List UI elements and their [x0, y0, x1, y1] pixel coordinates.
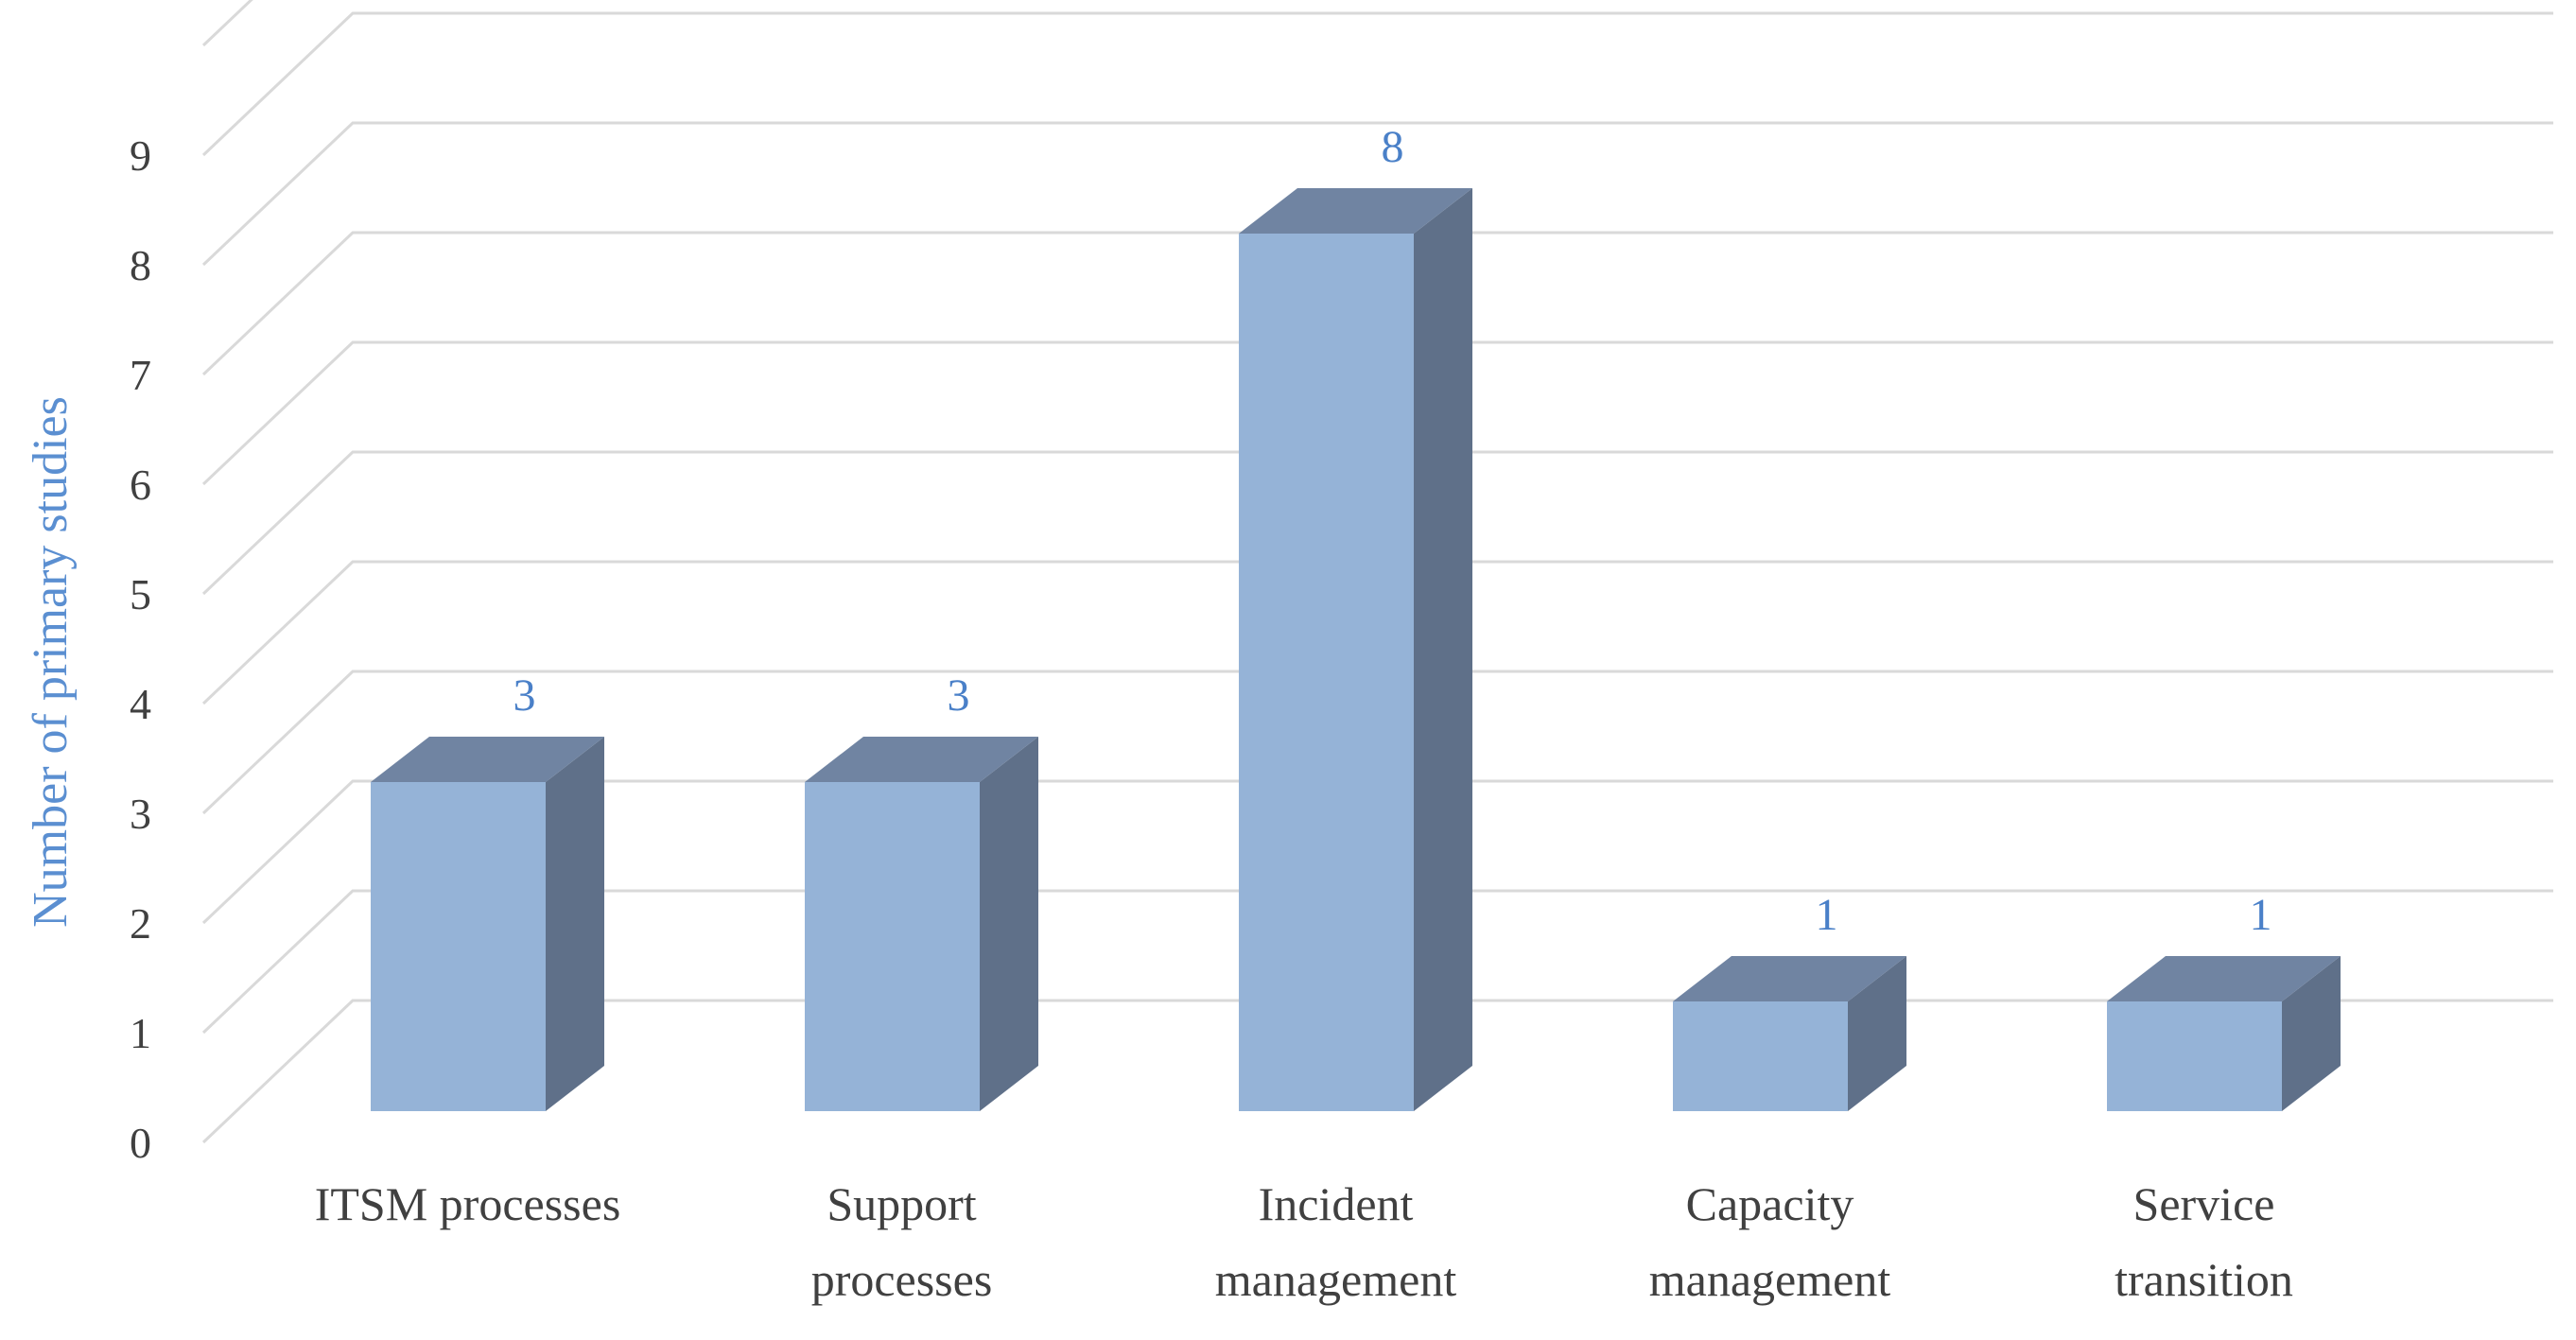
- data-label: 8: [1382, 122, 1404, 172]
- y-tick-label: 3: [130, 790, 151, 838]
- bar-front: [371, 782, 546, 1111]
- bar-front: [2107, 1001, 2282, 1111]
- y-tick-label: 1: [130, 1009, 151, 1057]
- data-label: 3: [948, 670, 970, 721]
- gridline: [201, 231, 2553, 376]
- bar-side: [980, 737, 1038, 1111]
- bar: [1239, 188, 1472, 1111]
- gridline: [201, 11, 2553, 157]
- gridline: [201, 121, 2553, 267]
- y-tick-label: 0: [130, 1119, 151, 1167]
- gridlines: [201, 0, 2553, 1144]
- gridline: [201, 670, 2553, 815]
- data-label: 1: [2250, 890, 2272, 940]
- bar: [1673, 956, 1906, 1111]
- bar-top: [1239, 188, 1472, 234]
- bar-top: [805, 737, 1038, 782]
- gridline: [201, 779, 2553, 925]
- data-label: 1: [1816, 890, 1838, 940]
- bar-top: [371, 737, 604, 782]
- y-tick-label: 2: [130, 899, 151, 948]
- data-label: 3: [513, 670, 536, 721]
- bar-side: [546, 737, 604, 1111]
- bar-side: [1414, 188, 1472, 1111]
- y-tick-label: 4: [130, 680, 151, 728]
- y-axis-ticks: 0 1 2 3 4 5 6 7 8 9: [130, 131, 151, 1167]
- bars: [371, 188, 2341, 1111]
- bar-front: [1239, 234, 1414, 1111]
- bar-front: [805, 782, 980, 1111]
- bar-side: [1848, 956, 1906, 1111]
- bar: [371, 737, 604, 1111]
- bar-top: [1673, 956, 1906, 1001]
- gridline: [201, 340, 2553, 486]
- y-tick-label: 9: [130, 131, 151, 180]
- y-axis-label: Number of primary studies: [24, 396, 78, 928]
- data-labels: 3 3 8 1 1: [513, 122, 2272, 940]
- x-category-label: ITSM processes: [315, 1177, 621, 1230]
- y-tick-label: 5: [130, 570, 151, 618]
- x-category-label: Capacity management: [1649, 1177, 1891, 1306]
- bar-front: [1673, 1001, 1848, 1111]
- x-category-label: Incident management: [1215, 1177, 1457, 1306]
- gridline: [201, 560, 2553, 705]
- x-axis-categories: ITSM processes Support processes Incident ma…: [315, 1177, 2293, 1306]
- bar: [2107, 956, 2341, 1111]
- y-tick-label: 6: [130, 461, 151, 509]
- gridline: [201, 0, 253, 47]
- x-category-label: Support processes: [811, 1177, 993, 1306]
- gridline: [201, 889, 2553, 1035]
- bar-top: [2107, 956, 2341, 1001]
- x-category-label: Service transition: [2115, 1177, 2293, 1306]
- y-tick-label: 7: [130, 351, 151, 399]
- gridline: [201, 450, 2553, 596]
- y-tick-label: 8: [130, 241, 151, 289]
- bar: [805, 737, 1038, 1111]
- bar-side: [2282, 956, 2341, 1111]
